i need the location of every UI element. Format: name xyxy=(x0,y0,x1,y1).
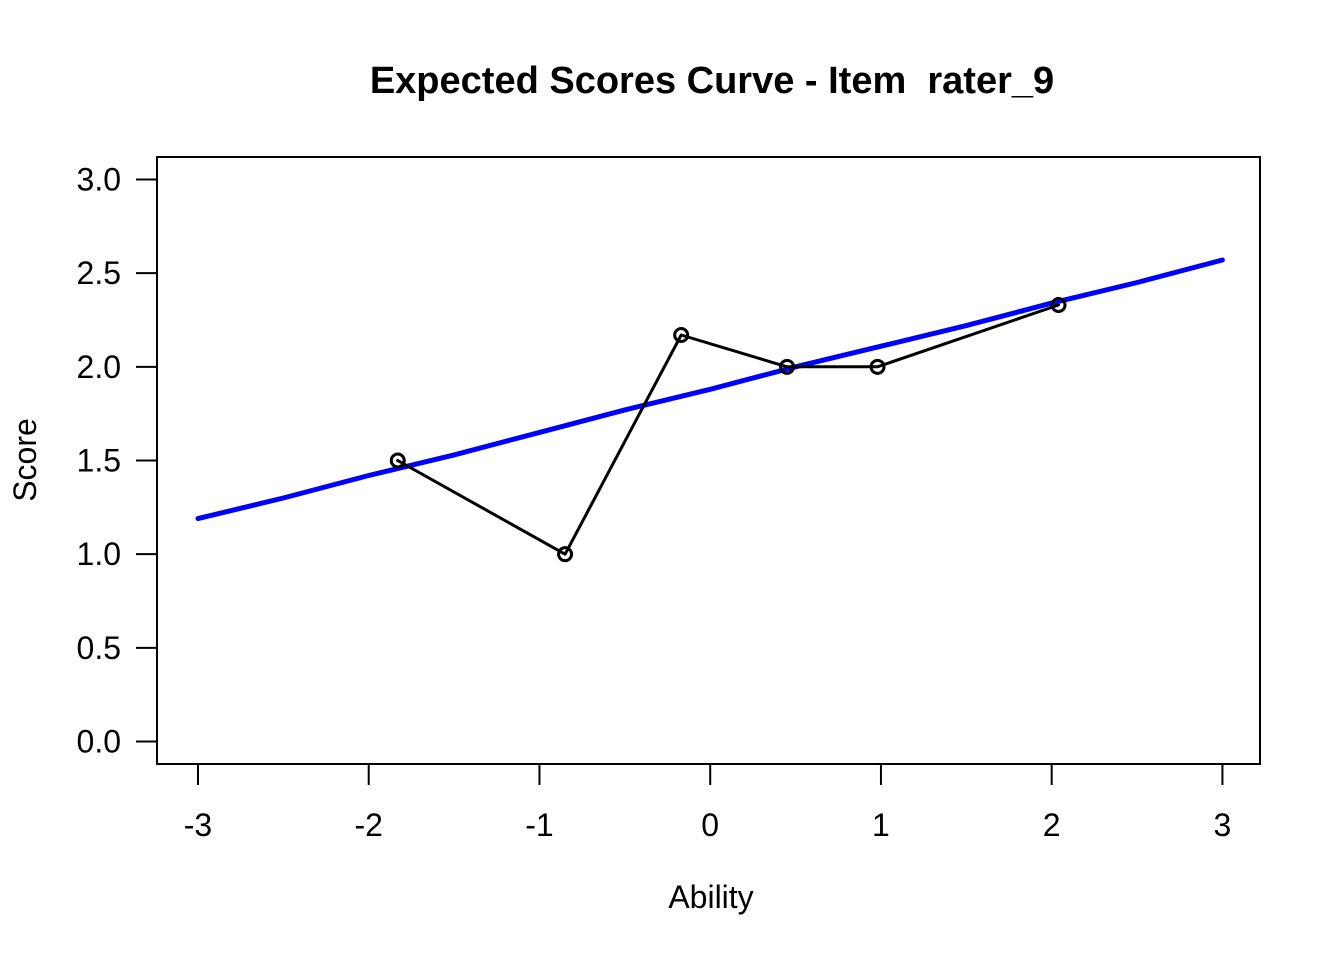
observed-scores-point-marker xyxy=(389,452,406,469)
expected-score-curve-line xyxy=(195,257,1225,522)
plot-box-border xyxy=(156,156,1261,765)
observed-scores-line xyxy=(396,303,1060,556)
x-tick-label: 0 xyxy=(701,807,719,843)
y-tick-label: 1.0 xyxy=(77,536,121,572)
x-tick-label: 3 xyxy=(1214,807,1232,843)
y-tick-label: 2.5 xyxy=(77,255,121,291)
y-axis-ticks: 0.0 0.5 1.0 1.5 2.0 2.5 3.0 xyxy=(77,161,157,760)
y-tick-label: 1.5 xyxy=(77,443,121,479)
x-axis-ticks: -3 -2 -1 0 1 2 3 xyxy=(184,764,1232,843)
x-tick-label: 2 xyxy=(1043,807,1061,843)
y-tick-label: 3.0 xyxy=(77,161,121,197)
y-tick-label: 0.5 xyxy=(77,630,121,666)
y-tick-label: 2.0 xyxy=(77,349,121,385)
y-tick-label: 0.0 xyxy=(77,724,121,760)
x-tick-label: 1 xyxy=(872,807,890,843)
observed-scores-point-marker xyxy=(673,326,690,343)
observed-scores-point-marker xyxy=(557,546,574,563)
x-tick-label: -1 xyxy=(525,807,553,843)
data-series-layer xyxy=(195,257,1225,563)
observed-scores-point-marker xyxy=(869,358,886,375)
observed-scores-point-marker xyxy=(1050,297,1067,314)
observed-scores-point-marker xyxy=(779,358,796,375)
x-tick-label: -2 xyxy=(354,807,382,843)
x-tick-label: -3 xyxy=(184,807,212,843)
chart-title: Expected Scores Curve - Item rater_9 xyxy=(370,60,1054,102)
x-axis-label: Ability xyxy=(668,879,753,915)
y-axis-label: Score xyxy=(7,418,43,502)
